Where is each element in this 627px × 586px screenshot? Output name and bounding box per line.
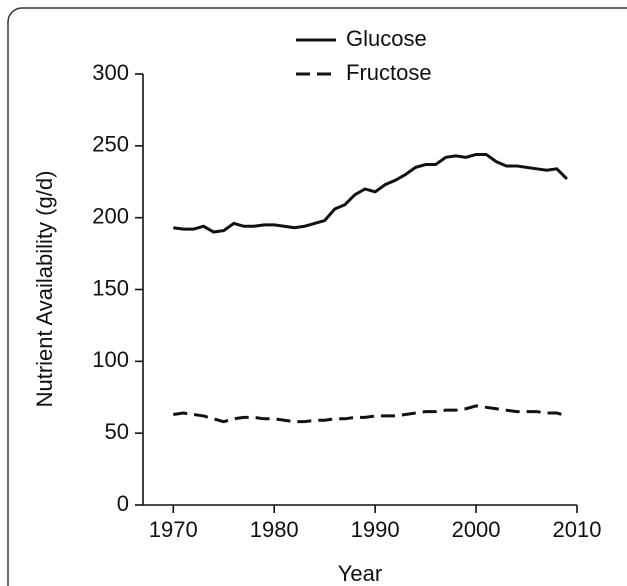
x-tick-label: 2000	[452, 517, 501, 542]
data-line	[173, 152, 568, 234]
legend-label: Fructose	[346, 60, 432, 85]
x-tick-label: 1990	[351, 517, 400, 542]
y-tick-label: 0	[117, 491, 129, 516]
legend-label: Glucose	[346, 26, 427, 51]
y-tick-label: 300	[92, 60, 129, 85]
y-tick-label: 50	[105, 419, 129, 444]
x-tick-label: 1970	[149, 517, 198, 542]
frame	[7, 7, 627, 586]
y-tick-label: 200	[92, 203, 129, 228]
y-tick-label: 150	[92, 275, 129, 300]
y-tick-label: 250	[92, 132, 129, 157]
x-axis-label: Year	[338, 561, 382, 586]
y-axis-label: Nutrient Availability (g/d)	[32, 171, 57, 408]
x-tick-label: 1980	[250, 517, 299, 542]
data-line	[173, 404, 568, 424]
x-tick-label: 2010	[553, 517, 602, 542]
y-tick-label: 100	[92, 347, 129, 372]
